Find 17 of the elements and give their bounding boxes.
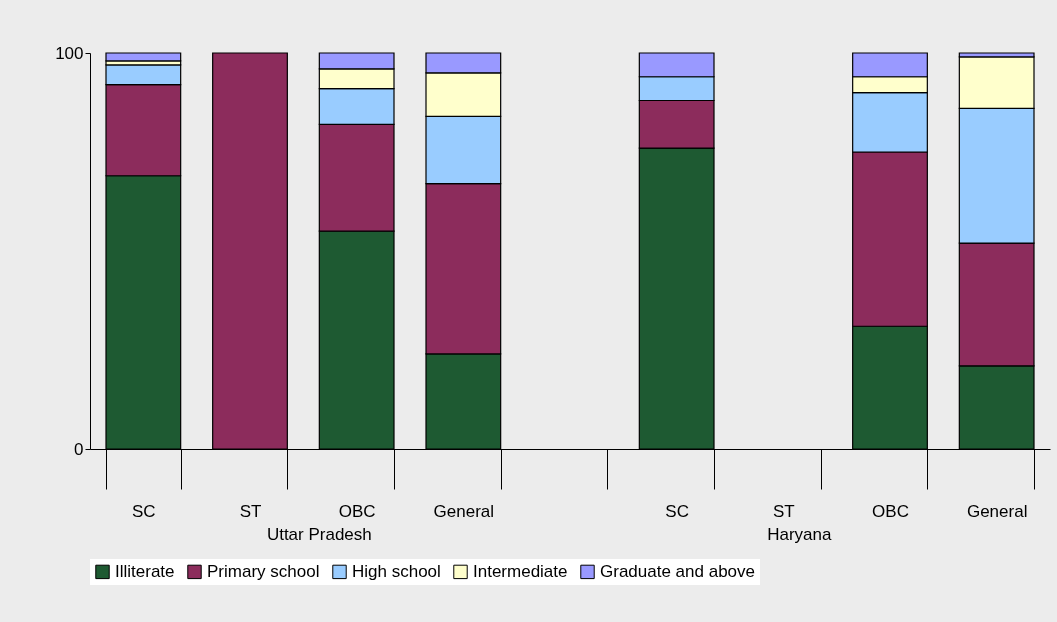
x-tick-label: ST	[239, 501, 262, 521]
legend-label: Graduate and above	[600, 561, 756, 581]
y-tick-label: 0	[74, 439, 84, 459]
legend-label: Primary school	[207, 561, 320, 581]
x-tick-label: OBC	[338, 501, 376, 521]
legend-label: Intermediate	[473, 561, 568, 581]
x-tick-label: OBC	[872, 501, 909, 521]
x-tick-label: General	[433, 501, 495, 521]
y-tick-label: 100	[55, 43, 84, 63]
x-tick-label: SC	[132, 501, 156, 521]
legend-label: High school	[352, 561, 441, 581]
x-tick-label: General	[966, 501, 1028, 521]
x-tick-label: ST	[772, 501, 795, 521]
text: Uttar Pradesh	[266, 525, 372, 544]
x-tick-label: SC	[665, 501, 689, 521]
text: Haryana	[767, 525, 832, 544]
legend-label: Illiterate	[115, 561, 175, 581]
